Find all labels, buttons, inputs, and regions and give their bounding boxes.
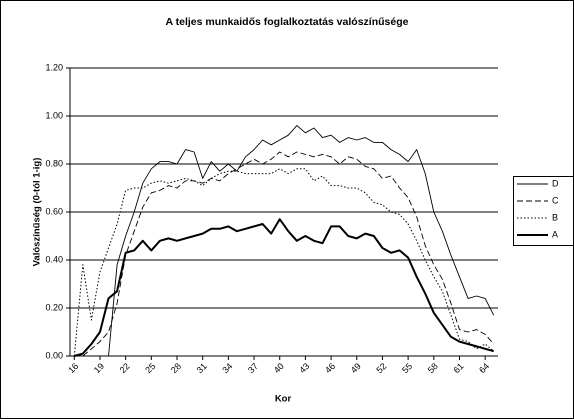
y-tick-label: 0.40 xyxy=(45,254,63,264)
series-line xyxy=(74,125,495,357)
y-tick-label: 0.20 xyxy=(45,302,63,312)
legend-label: B xyxy=(552,212,558,222)
y-axis-title: Valószínűség (0-tól 1-ig) xyxy=(32,158,43,267)
series-line xyxy=(74,151,495,357)
legend-label: A xyxy=(552,229,558,239)
y-tick-label: 1.20 xyxy=(45,62,63,72)
chart-title: A teljes munkaidős foglalkoztatás valósz… xyxy=(166,16,409,28)
legend-label: D xyxy=(552,178,559,188)
series-line xyxy=(74,218,494,357)
y-tick-label: 1.00 xyxy=(45,110,63,120)
y-tick-label: 0.60 xyxy=(45,206,63,216)
x-axis-title: Kor xyxy=(275,394,292,405)
y-tick-label: 0.80 xyxy=(45,158,63,168)
y-tick-label: 0.00 xyxy=(45,350,63,360)
legend-label: C xyxy=(552,195,559,205)
